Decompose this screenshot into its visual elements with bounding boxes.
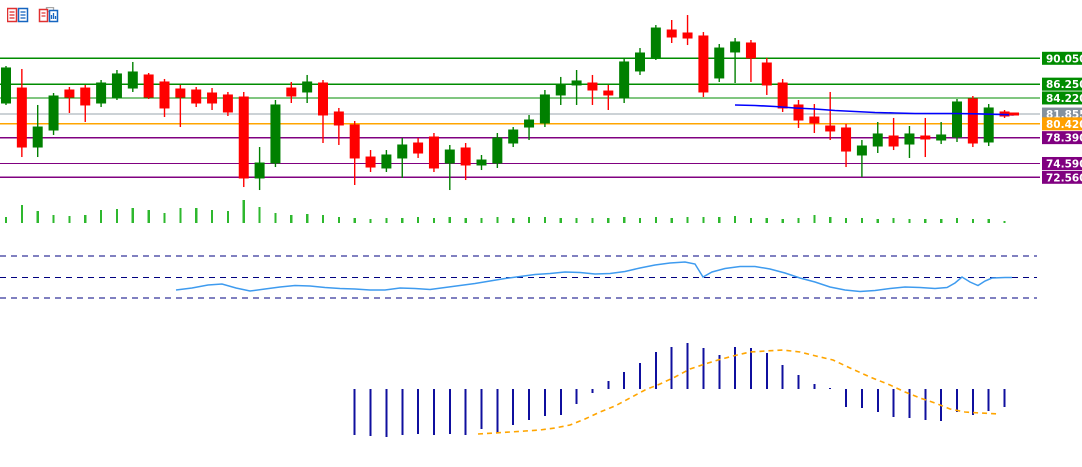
candle-down <box>365 156 376 168</box>
candle-down <box>587 82 598 91</box>
candle-up <box>111 73 122 98</box>
candle-up <box>904 133 915 145</box>
candle-down <box>745 42 756 59</box>
candle-up <box>302 81 313 93</box>
candle-down <box>286 87 297 97</box>
candle-up <box>983 107 994 143</box>
price-label-box <box>1042 91 1082 105</box>
candle-up <box>32 126 43 148</box>
candle-up <box>254 162 265 179</box>
candle-down <box>175 88 186 98</box>
candle-up <box>635 52 645 72</box>
price-label-box <box>1042 156 1082 170</box>
price-label-box <box>1042 117 1082 131</box>
candle-down <box>413 142 424 154</box>
price-label-text: 78.390 <box>1046 133 1082 145</box>
macd-signal-line <box>477 349 1001 435</box>
candle-down <box>16 87 27 148</box>
candle-down <box>64 89 75 98</box>
candle-up <box>714 47 725 79</box>
candle-down <box>143 74 154 98</box>
price-label-box <box>1042 51 1082 65</box>
candle-down <box>698 35 709 93</box>
candle-down <box>207 92 218 104</box>
candle-down <box>761 62 772 86</box>
candle-down <box>333 111 344 126</box>
candle-up <box>571 80 582 86</box>
candle-up <box>270 104 281 164</box>
price-label-box <box>1042 107 1082 121</box>
candle-down <box>222 94 233 113</box>
candle-down <box>793 104 804 121</box>
candle-down <box>159 81 170 109</box>
candle-down <box>238 96 249 179</box>
candle-down <box>428 136 439 169</box>
candle-down <box>841 127 852 152</box>
candle-up <box>444 149 455 164</box>
chart-pages-icon[interactable] <box>38 6 60 23</box>
price-label-text: 84.220 <box>1046 93 1082 105</box>
price-label-text: 74.590 <box>1046 158 1082 170</box>
candle-up <box>555 84 566 96</box>
candle-down <box>318 82 328 116</box>
price-label-box <box>1042 131 1082 145</box>
candle-up <box>476 159 487 166</box>
candle-up <box>952 101 962 138</box>
candle-up <box>381 154 392 169</box>
candle-down <box>603 90 614 96</box>
candle-up <box>650 27 661 58</box>
candle-up <box>619 61 630 99</box>
candle-down <box>809 116 820 124</box>
candle-up <box>127 71 138 89</box>
price-label-text: 90.050 <box>1046 53 1082 65</box>
candle-up <box>872 133 883 147</box>
price-label-box <box>1042 170 1082 184</box>
candle-down <box>825 125 836 132</box>
candle-up <box>48 95 59 131</box>
price-label-text: 72.560 <box>1046 172 1082 184</box>
candle-up <box>856 145 867 156</box>
candle-up <box>492 137 503 164</box>
candle-down <box>777 82 788 109</box>
candle-down <box>888 135 899 147</box>
price-label-box <box>1042 77 1082 91</box>
oscillator-line <box>175 261 1012 293</box>
candle-down <box>460 147 471 166</box>
candle-up <box>936 134 947 141</box>
bid-price-marker <box>1009 112 1019 116</box>
moving-average-line <box>734 104 1019 116</box>
chart-toolbar <box>6 6 60 23</box>
list-pages-icon[interactable] <box>6 7 29 23</box>
candle-up <box>524 119 535 128</box>
candle-up <box>397 144 408 159</box>
candle-down <box>80 87 91 106</box>
candle-down <box>967 98 978 144</box>
candle-down <box>682 32 693 39</box>
candle-up <box>96 82 107 104</box>
price-label-text: 80.420 <box>1046 119 1082 131</box>
candle-down <box>349 124 360 159</box>
candle-up <box>508 129 519 144</box>
price-label-text: 86.250 <box>1046 79 1082 91</box>
candle-down <box>191 89 202 104</box>
candle-up <box>539 94 550 124</box>
candle-up <box>730 41 741 53</box>
candle-down <box>920 135 931 140</box>
candle-down <box>666 29 677 38</box>
candle-up <box>1 67 11 104</box>
